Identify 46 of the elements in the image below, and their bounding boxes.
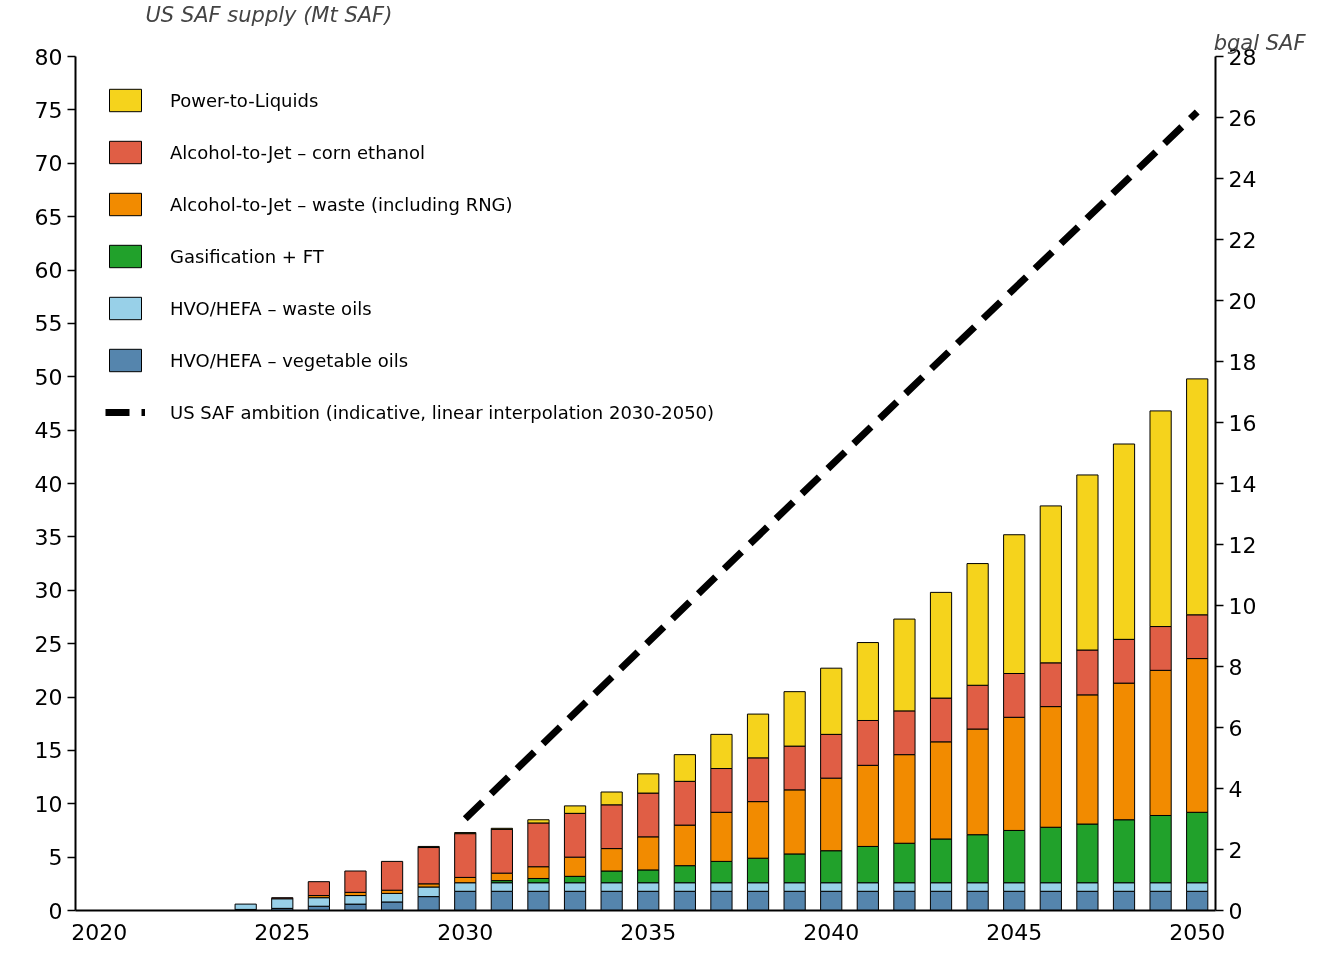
x-tick-label: 2040 — [803, 919, 860, 945]
y-tick-label: 10 — [34, 791, 63, 817]
y2-tick-label: 12 — [1228, 532, 1257, 558]
y2-tick-label: 20 — [1228, 288, 1257, 314]
y2-tick-label: 10 — [1228, 593, 1257, 619]
y-tick-label: 65 — [34, 204, 63, 230]
y-tick-label: 20 — [34, 685, 63, 710]
y-tick-label: 25 — [34, 631, 63, 657]
legend-label: Power-to-Liquids — [170, 89, 319, 111]
y2-tick-label: 22 — [1228, 227, 1257, 253]
legend-label: Alcohol-to-Jet – waste (including RNG) — [170, 193, 513, 215]
y2-tick-label: 16 — [1228, 410, 1257, 436]
y-tick-label: 80 — [34, 44, 63, 70]
y-tick-label: 60 — [34, 258, 63, 283]
y2-tick-label: 8 — [1228, 654, 1243, 680]
x-tick-label: 2050 — [1169, 919, 1226, 945]
y2-tick-label: 24 — [1228, 166, 1257, 192]
y2-tick-label: 0 — [1228, 898, 1243, 924]
y2-tick-label: 14 — [1228, 471, 1257, 497]
y2-tick-label: 2 — [1228, 837, 1243, 863]
y-tick-label: 0 — [48, 898, 63, 924]
y-tick-label: 30 — [34, 578, 63, 604]
legend-label: Alcohol-to-Jet – corn ethanol — [170, 141, 426, 163]
y-tick-label: 35 — [34, 524, 63, 550]
y-tick-label: 50 — [34, 364, 63, 390]
legend-label: HVO/HEFA – waste oils — [170, 297, 372, 319]
y-tick-label: 75 — [34, 97, 63, 123]
legend-label: Gasification + FT — [170, 245, 324, 267]
x-tick-label: 2045 — [986, 919, 1043, 945]
y-tick-label: 5 — [48, 845, 63, 871]
y-tick-label: 15 — [34, 738, 63, 764]
y2-tick-label: 6 — [1228, 715, 1243, 741]
y-tick-label: 40 — [34, 471, 63, 497]
y-tick-label: 70 — [34, 151, 63, 177]
y-tick-label: 55 — [34, 311, 63, 337]
y-tick-label: 45 — [34, 418, 63, 444]
y-axis-title: US SAF supply (Mt SAF) — [145, 2, 393, 27]
x-tick-label: 2020 — [71, 919, 128, 945]
y2-tick-label: 26 — [1228, 105, 1257, 131]
legend-label: HVO/HEFA – vegetable oils — [170, 349, 409, 371]
y2-tick-label: 18 — [1228, 349, 1257, 375]
x-tick-label: 2035 — [620, 919, 677, 945]
legend-label: US SAF ambition (indicative, linear interpolation 2030-2050) — [170, 401, 715, 423]
y2-tick-label: 4 — [1228, 776, 1243, 802]
x-tick-label: 2025 — [254, 919, 311, 945]
x-tick-label: 2030 — [437, 919, 494, 945]
